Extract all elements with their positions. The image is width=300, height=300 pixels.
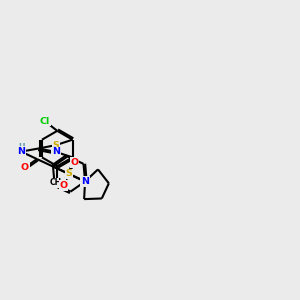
- Text: Cl: Cl: [40, 117, 50, 126]
- Text: CH₃: CH₃: [50, 178, 65, 187]
- Text: N: N: [81, 177, 89, 186]
- Text: N: N: [52, 147, 60, 156]
- Text: H: H: [18, 143, 24, 152]
- Text: S: S: [66, 169, 72, 178]
- Text: O: O: [21, 163, 29, 172]
- Text: O: O: [60, 181, 68, 190]
- Text: N: N: [17, 147, 25, 156]
- Text: S: S: [52, 141, 59, 150]
- Text: O: O: [70, 158, 79, 167]
